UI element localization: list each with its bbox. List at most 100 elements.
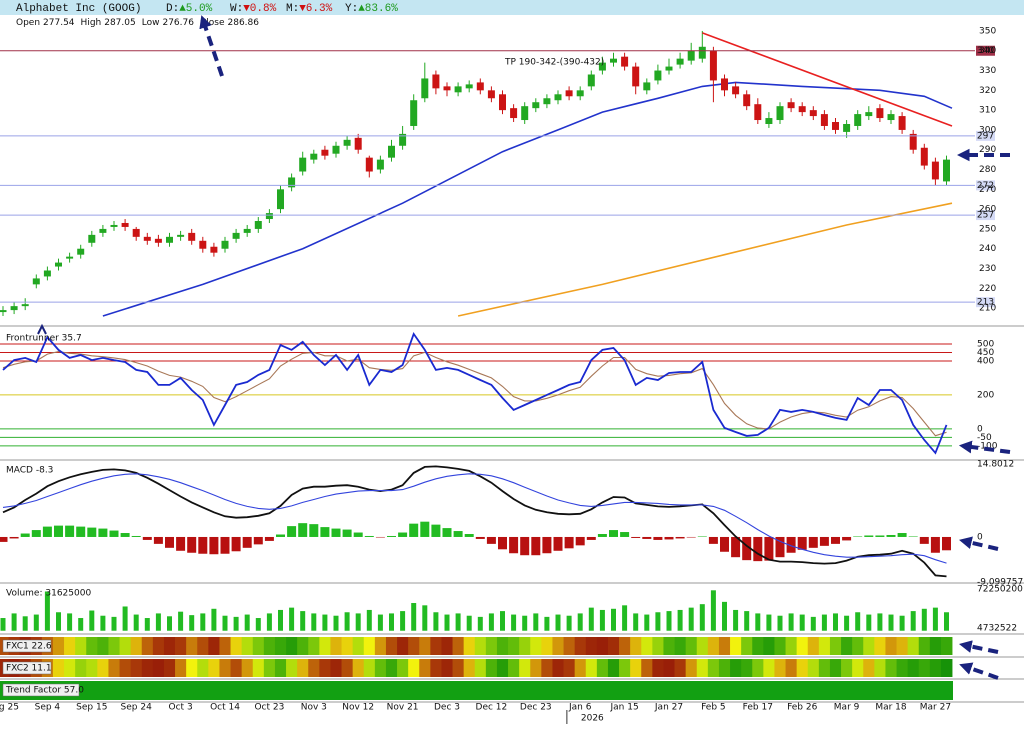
heat-cell: [230, 637, 243, 655]
y-tick-label: -9.099757: [977, 577, 1023, 587]
change-label: W:: [230, 3, 243, 15]
histogram-bar: [453, 531, 463, 537]
ohlc-value: 277.54: [43, 18, 75, 28]
candle-body: [99, 228, 107, 233]
plot-area: [0, 30, 953, 700]
candle-body: [820, 114, 828, 126]
candle-body: [698, 46, 706, 59]
heat-cell: [574, 659, 587, 677]
heat-cell: [829, 659, 842, 677]
y-tick-label: 290: [979, 145, 996, 155]
heat-cell: [752, 637, 764, 655]
heat-cell: [208, 659, 220, 677]
candle-body: [343, 139, 351, 146]
x-tick-label: Mar 9: [834, 703, 860, 713]
y-tick-label: 200: [977, 390, 994, 400]
y-tick-label: 260: [979, 205, 996, 215]
histogram-bar: [498, 536, 507, 550]
y-tick-label: 14.8012: [977, 459, 1014, 469]
histogram-bar: [442, 528, 452, 537]
histogram-bar: [364, 535, 374, 537]
heat-cell: [463, 659, 476, 677]
heat-cell: [163, 659, 176, 677]
heat-cell: [119, 637, 132, 655]
heat-cell: [607, 659, 620, 677]
line: [457, 202, 953, 317]
heat-cell: [885, 659, 897, 677]
heat-cell: [707, 659, 720, 677]
line: [2, 351, 947, 437]
heat-cell: [274, 659, 287, 677]
candle-body: [432, 74, 440, 89]
candle-body: [154, 238, 162, 243]
volume-bar: [611, 608, 616, 631]
candle-body: [499, 94, 506, 111]
heat-cell: [785, 637, 798, 655]
volume-bar: [921, 608, 927, 631]
change: M:▼6.3%: [286, 3, 333, 15]
candle-body: [943, 159, 950, 182]
candle-body: [476, 82, 484, 91]
histogram-bar: [542, 536, 552, 554]
histogram-bar: [475, 536, 485, 539]
arrow: [959, 536, 999, 551]
volume-bar: [555, 614, 561, 631]
heat-cell: [485, 659, 498, 677]
heat-cell: [252, 637, 265, 655]
y-tick-label: 500: [977, 339, 994, 349]
change-value: ▲83.6%: [358, 3, 398, 15]
volume-bar: [455, 613, 461, 631]
heat-cell: [297, 659, 309, 677]
heat-cell: [929, 637, 942, 655]
heat-cell: [663, 637, 675, 655]
volume-bar: [588, 607, 594, 631]
histogram-bar: [819, 536, 829, 546]
volume-bar: [755, 613, 761, 631]
heat-cell: [929, 659, 942, 677]
candle-body: [765, 118, 773, 124]
heat-cell: [885, 637, 897, 655]
histogram-bar: [187, 536, 197, 553]
panel-title: FXC2 11.1: [6, 664, 52, 674]
volume-bar: [522, 615, 528, 631]
candle-body: [687, 50, 695, 61]
histogram-bar: [353, 532, 363, 537]
heat-cell: [585, 637, 598, 655]
x-tick-label: Mar 27: [920, 703, 951, 713]
heat-cell: [175, 637, 187, 655]
volume-bar: [444, 614, 450, 631]
panel-lines: [0, 325, 1024, 703]
x-tick-label: Oct 23: [254, 703, 284, 713]
volume-bar: [944, 612, 949, 631]
candle-body: [265, 213, 273, 220]
heat-cell: [75, 659, 87, 677]
volume-bar: [511, 614, 517, 631]
heat-cell: [807, 659, 820, 677]
candle-body: [376, 159, 384, 170]
candle-body: [532, 102, 540, 109]
volume-bar: [22, 616, 28, 631]
heat-cell: [474, 637, 487, 655]
heat-cell: [630, 637, 642, 655]
histogram-bar: [764, 536, 774, 561]
heat-cell: [163, 637, 176, 655]
histogram-bar: [109, 530, 119, 537]
volume-bar: [344, 612, 350, 631]
heat-cell: [818, 659, 831, 677]
candle-body: [43, 270, 51, 277]
heat-cell: [896, 637, 909, 655]
volume-bar: [666, 611, 672, 631]
line: [2, 331, 948, 455]
histogram-bar: [731, 536, 741, 558]
heat-cell: [685, 659, 698, 677]
heat-cell: [374, 637, 387, 655]
heat-cell: [208, 637, 220, 655]
volume-bar: [222, 615, 228, 631]
candle-body: [299, 157, 307, 172]
candle-body: [743, 94, 751, 107]
heat-cell: [774, 659, 786, 677]
histogram-bar: [9, 536, 19, 539]
histogram-bar: [431, 524, 441, 537]
candle-body: [898, 116, 906, 130]
heat-cell: [508, 659, 520, 677]
